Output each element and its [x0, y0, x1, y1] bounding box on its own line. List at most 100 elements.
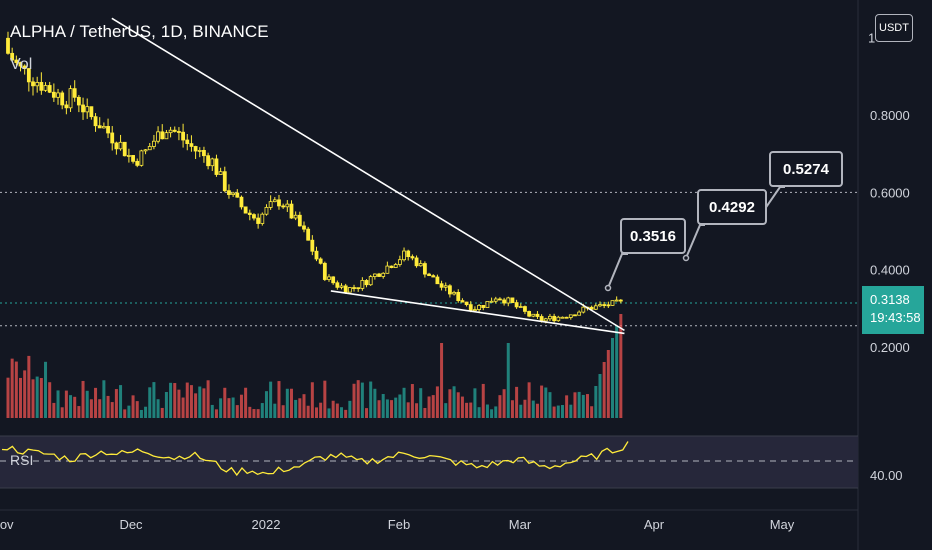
- candle-body: [372, 273, 377, 277]
- candle-body: [598, 304, 602, 307]
- volume-bar: [31, 379, 35, 418]
- candle-body: [210, 158, 215, 167]
- volume-bar: [185, 382, 189, 418]
- candle-body: [314, 250, 319, 260]
- trendline-lower[interactable]: [330, 290, 625, 335]
- candle-body: [548, 315, 552, 320]
- candle-body: [126, 155, 131, 157]
- candle-body: [235, 192, 240, 198]
- candles: [6, 31, 623, 324]
- candle-body: [510, 297, 515, 303]
- candle-body: [60, 92, 65, 106]
- candle-body: [606, 304, 611, 307]
- volume-bar: [252, 409, 256, 418]
- candle-body: [523, 306, 527, 312]
- candle-body: [264, 207, 269, 215]
- volume-bar: [202, 388, 206, 418]
- volume-bar: [510, 400, 514, 418]
- volume-bar: [381, 394, 385, 418]
- candle-body: [181, 131, 185, 141]
- time-tick-label: Feb: [388, 517, 410, 532]
- volume-bar: [260, 403, 264, 418]
- candle-body: [593, 305, 598, 310]
- candle-body: [131, 155, 135, 162]
- candle-body: [452, 291, 456, 295]
- candle-body: [356, 287, 361, 290]
- candle-body: [385, 265, 390, 274]
- candle-body: [364, 280, 369, 286]
- candle-body: [589, 306, 594, 310]
- volume-bar: [365, 408, 369, 418]
- volume-bar: [440, 343, 444, 418]
- candle-body: [106, 126, 110, 134]
- volume-bar: [573, 392, 577, 418]
- volume-bar: [373, 388, 377, 418]
- price-tick-label: 0.8000: [870, 108, 910, 123]
- candle-body: [156, 131, 160, 142]
- candle-body: [331, 276, 336, 284]
- time-axis-labels: Nov Dec 2022 Feb Mar Apr May: [0, 517, 795, 532]
- volume-bar: [477, 407, 481, 418]
- volume-bar: [156, 399, 160, 418]
- candle-body: [410, 256, 415, 259]
- candle-body: [368, 276, 373, 286]
- candle-body: [435, 276, 440, 285]
- symbol-title[interactable]: ALPHA / TetherUS, 1D, BINANCE: [10, 22, 269, 41]
- candle-body: [35, 82, 40, 87]
- candle-body: [498, 298, 502, 301]
- candle-body: [64, 104, 69, 109]
- candle-body: [139, 150, 144, 166]
- candle-body: [422, 263, 427, 275]
- volume-bar: [248, 406, 252, 418]
- price-axis-labels: 1 0.8000 0.6000 0.4000 0.2000: [868, 31, 910, 355]
- candle-body: [6, 37, 10, 54]
- volume-bar: [427, 396, 431, 418]
- candle-body: [406, 250, 411, 258]
- volume-bar: [56, 390, 60, 418]
- volume-bar: [565, 395, 569, 418]
- volume-bar: [39, 378, 43, 418]
- volume-bar: [377, 400, 381, 418]
- candle-body: [293, 214, 298, 219]
- volume-bars: [6, 314, 623, 418]
- volume-bar: [315, 407, 318, 418]
- volume-bar: [577, 391, 581, 418]
- trendlines[interactable]: [111, 17, 625, 335]
- candle-body: [14, 59, 19, 63]
- candle-body: [527, 311, 532, 317]
- volume-bar: [402, 387, 406, 418]
- rsi-legend[interactable]: RSI: [10, 452, 34, 468]
- volume-bar: [556, 405, 560, 418]
- volume-bar: [331, 400, 335, 418]
- candle-body: [543, 318, 548, 322]
- volume-bar: [294, 399, 298, 418]
- candle-body: [481, 305, 486, 308]
- volume-bar: [319, 402, 323, 418]
- volume-bar: [60, 407, 64, 418]
- candle-body: [189, 143, 194, 147]
- candle-body: [260, 213, 265, 224]
- volume-bar: [469, 402, 473, 418]
- volume-bar: [423, 407, 427, 418]
- volume-bar: [264, 391, 268, 418]
- candle-body: [118, 141, 123, 150]
- volume-bar: [198, 386, 202, 418]
- candle-body: [531, 313, 536, 317]
- candle-body: [147, 146, 152, 151]
- target-label-3[interactable]: 0.5274: [769, 151, 843, 187]
- trendline-upper[interactable]: [111, 17, 625, 332]
- target-label-2[interactable]: 0.4292: [697, 189, 767, 225]
- candle-body: [335, 282, 340, 288]
- volume-bar: [160, 407, 164, 418]
- currency-button[interactable]: USDT: [875, 14, 913, 42]
- volume-legend[interactable]: Vol: [10, 56, 33, 73]
- volume-bar: [394, 397, 398, 418]
- volume-bar: [227, 398, 231, 418]
- volume-bar: [548, 392, 552, 418]
- candle-body: [518, 306, 523, 308]
- volume-bar: [465, 402, 469, 418]
- target-label-1[interactable]: 0.3516: [620, 218, 686, 254]
- volume-bar: [239, 394, 243, 418]
- candle-body: [197, 149, 202, 152]
